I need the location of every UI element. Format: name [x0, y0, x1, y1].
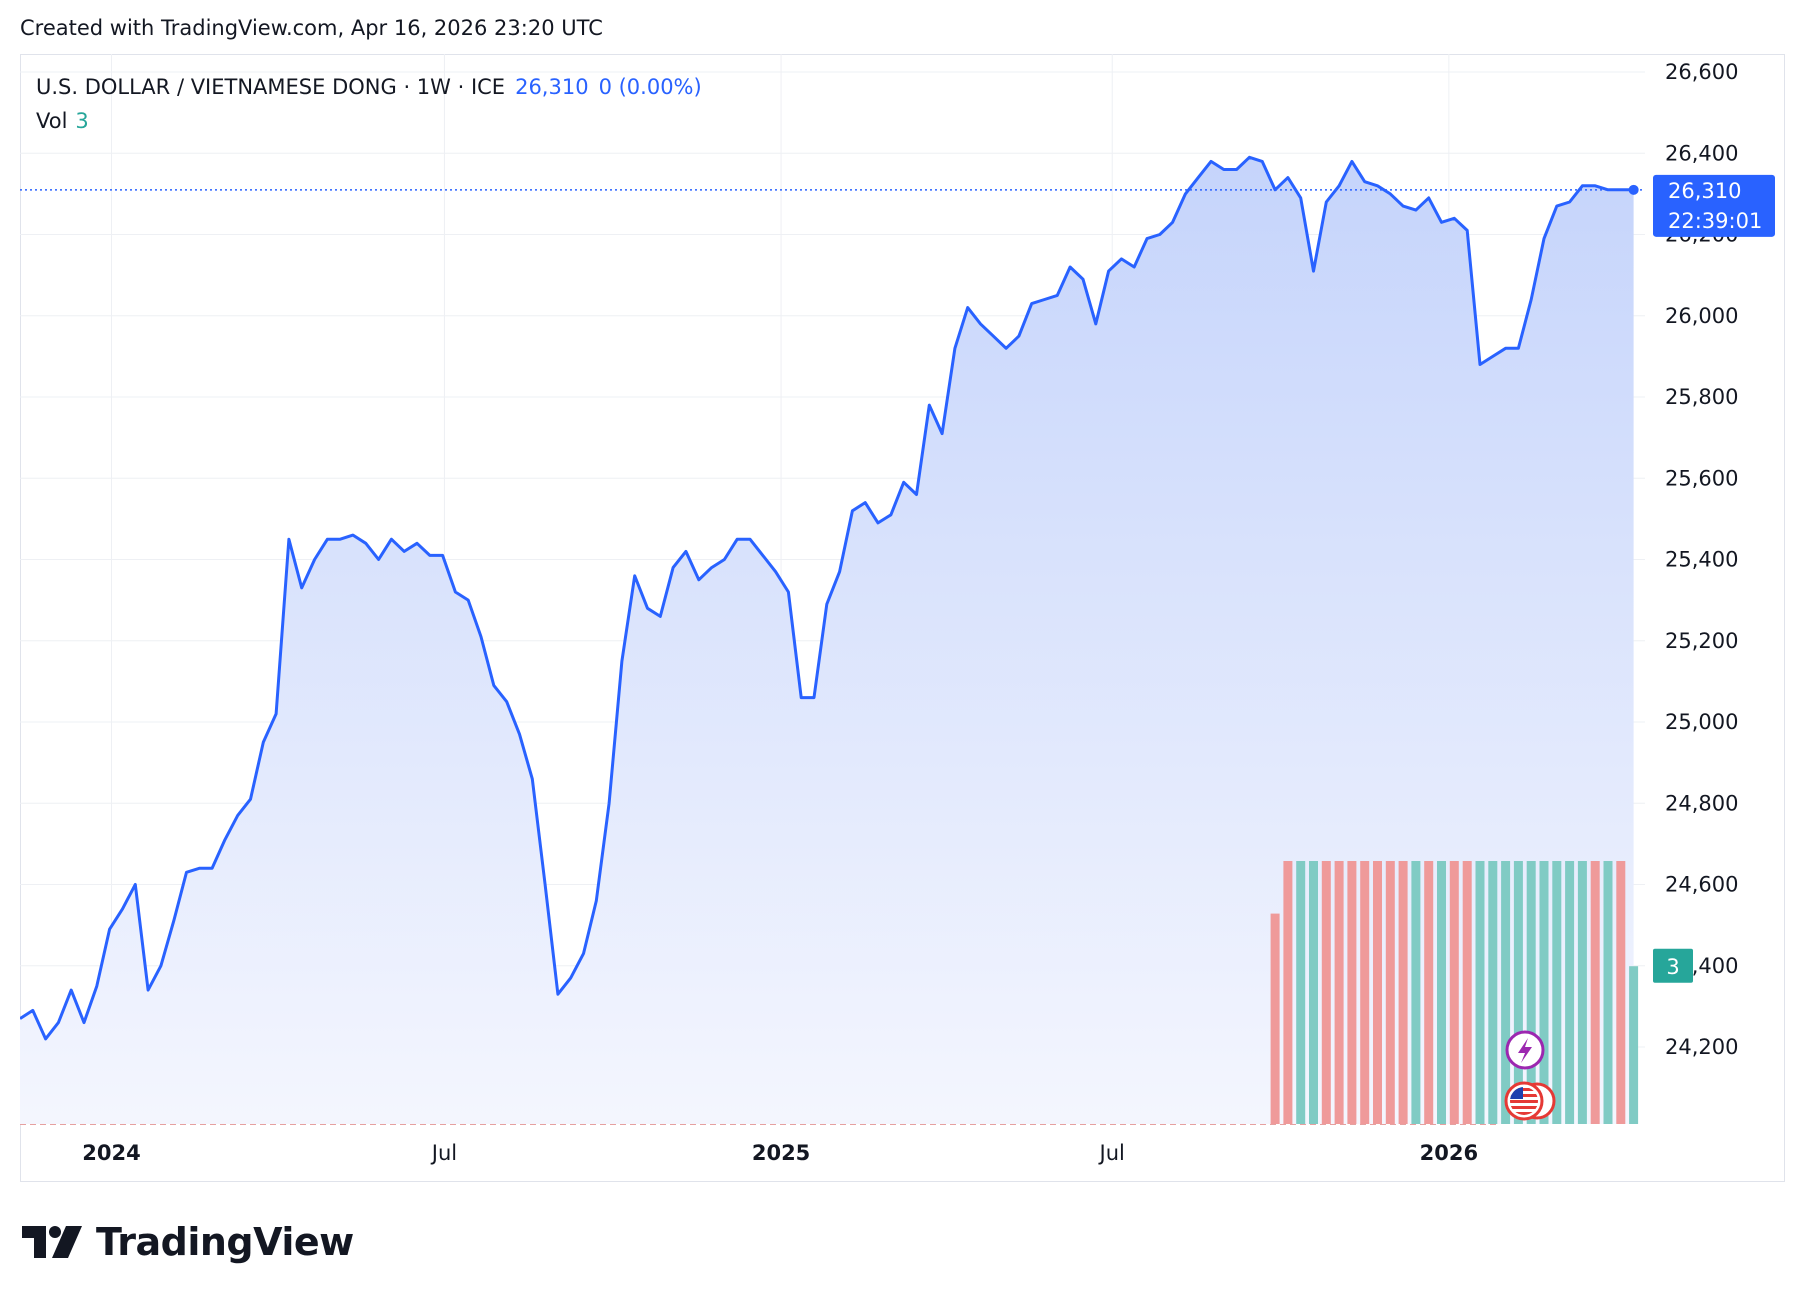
volume-bars — [1270, 861, 1639, 1124]
volume-bar — [1513, 861, 1523, 1124]
volume-bar — [1577, 861, 1587, 1124]
volume-bar — [1526, 861, 1536, 1124]
y-tick-label: 24,800 — [1665, 791, 1738, 815]
volume-bar — [1565, 861, 1575, 1124]
y-tick-label: 25,200 — [1665, 629, 1738, 653]
y-tick-label: 25,400 — [1665, 548, 1738, 572]
volume-bar — [1488, 861, 1498, 1124]
volume-bar — [1296, 861, 1306, 1124]
created-with-text: Created with TradingView.com, Apr 16, 20… — [20, 16, 603, 40]
last-price: 26,310 — [515, 75, 589, 99]
price-line-group[interactable] — [20, 155, 1655, 1041]
y-tick-label: 24,600 — [1665, 873, 1738, 897]
volume-bar — [1475, 861, 1485, 1124]
price-change: 0 (0.00%) — [598, 75, 702, 99]
volume-bar — [1539, 861, 1549, 1124]
volume-tag-value: 3 — [1666, 955, 1679, 979]
volume-bar — [1590, 861, 1600, 1124]
x-tick-label: 2025 — [752, 1141, 810, 1165]
volume-bar — [1385, 861, 1395, 1124]
tradingview-logo-text: TradingView — [96, 1220, 354, 1264]
price-tag-value: 26,310 — [1668, 179, 1741, 203]
volume-label[interactable]: Vol — [36, 109, 68, 133]
y-tick-label: 26,000 — [1665, 304, 1738, 328]
volume-bar — [1309, 861, 1318, 1124]
volume-bar — [1462, 861, 1472, 1124]
y-tick-label: 26,600 — [1665, 60, 1738, 84]
tradingview-logo-icon — [22, 1226, 82, 1258]
volume-bar — [1347, 861, 1357, 1124]
price-line[interactable] — [20, 155, 1634, 1041]
chart-frame[interactable] — [20, 54, 1785, 1182]
tradingview-logo[interactable]: TradingView — [22, 1220, 354, 1264]
x-tick-label: 2024 — [82, 1141, 140, 1165]
volume-bar — [1552, 861, 1562, 1124]
volume-bar — [1270, 913, 1280, 1124]
volume-bar — [1321, 861, 1331, 1124]
volume-bar — [1501, 861, 1511, 1124]
y-tick-label: 24,200 — [1665, 1035, 1738, 1059]
last-price-dot — [1628, 184, 1639, 195]
chart-legend[interactable]: U.S. DOLLAR / VIETNAMESE DONG · 1W · ICE… — [36, 70, 702, 138]
volume-bar — [1334, 861, 1344, 1124]
y-tick-label: 25,000 — [1665, 710, 1738, 734]
price-area-fill — [20, 157, 1634, 1124]
volume-bar — [1449, 861, 1459, 1124]
legend-symbol-row[interactable]: U.S. DOLLAR / VIETNAMESE DONG · 1W · ICE… — [36, 70, 702, 104]
y-tick-label: 25,600 — [1665, 466, 1738, 490]
y-tick-label: 25,800 — [1665, 385, 1738, 409]
volume-bar — [1603, 861, 1613, 1124]
volume-bar — [1283, 861, 1293, 1124]
volume-bar — [1629, 966, 1639, 1124]
y-tick-label: 26,400 — [1665, 141, 1738, 165]
event-icons[interactable] — [1504, 1030, 1556, 1121]
volume-bar — [1398, 861, 1408, 1124]
lightning-event-icon[interactable] — [1505, 1030, 1545, 1070]
volume-bar — [1437, 861, 1446, 1124]
us-flag-icon[interactable] — [1504, 1081, 1556, 1121]
volume-value: 3 — [75, 109, 89, 133]
legend-volume-row[interactable]: Vol 3 — [36, 104, 702, 138]
volume-bar — [1424, 861, 1434, 1124]
volume-bar — [1616, 861, 1626, 1124]
symbol-description[interactable]: U.S. DOLLAR / VIETNAMESE DONG · 1W · ICE — [36, 75, 506, 99]
x-tick-label: 2026 — [1420, 1141, 1478, 1165]
volume-bar — [1360, 861, 1370, 1124]
time-axis[interactable]: 2024 Jul 2025 Jul 2026 — [82, 1141, 1478, 1165]
volume-bar — [1373, 861, 1382, 1124]
price-area — [20, 157, 1634, 1124]
x-tick-label: Jul — [430, 1141, 457, 1165]
price-tag-box — [1653, 174, 1775, 237]
volume-bar — [1411, 861, 1421, 1124]
price-tag-countdown: 22:39:01 — [1668, 209, 1762, 233]
x-tick-label: Jul — [1098, 1141, 1125, 1165]
price-tags: 26,310 22:39:01 3 — [1653, 174, 1775, 983]
volume-tag-box — [1653, 948, 1693, 983]
